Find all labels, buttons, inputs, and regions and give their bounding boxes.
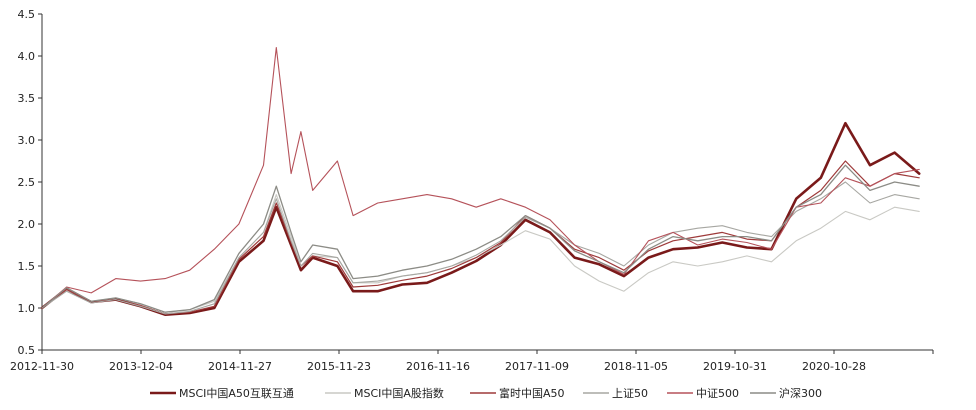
series-line-5 [41, 164, 920, 313]
y-tick-label: 1.5 [18, 260, 36, 273]
x-tick-label: 2020-10-28 [802, 360, 866, 373]
y-tick-label: 3.0 [18, 134, 36, 147]
x-tick-label: 2014-11-27 [208, 360, 272, 373]
x-tick-label: 2015-11-23 [307, 360, 371, 373]
series-lines [40, 47, 921, 316]
legend-label-5: 沪深300 [779, 386, 822, 400]
series-line-3 [41, 181, 920, 315]
y-tick-label: 2.5 [18, 176, 36, 189]
series-line-1 [41, 194, 920, 313]
legend-label-3: 上证50 [612, 387, 648, 400]
x-tick-label: 2019-10-31 [703, 360, 767, 373]
x-tick-label: 2016-11-16 [406, 360, 470, 373]
x-tick-label: 2013-12-04 [109, 360, 173, 373]
x-tick-label: 2012-11-30 [10, 360, 74, 373]
y-tick-label: 2.0 [18, 218, 36, 231]
y-tick-label: 0.5 [18, 344, 36, 357]
legend-label-2: 富时中国A50 [499, 386, 565, 400]
legend-label-1: MSCI中国A股指数 [354, 386, 444, 400]
x-tick-label: 2017-11-09 [505, 360, 569, 373]
x-tick-label: 2018-11-05 [604, 360, 668, 373]
series-line-0 [40, 121, 921, 316]
legend: MSCI中国A50互联互通 MSCI中国A股指数 富时中国A50 上证50 中证500 沪… [150, 386, 822, 400]
y-tick-label: 4.5 [18, 8, 36, 21]
legend-label-4: 中证500 [696, 387, 739, 400]
y-tick-label: 3.5 [18, 92, 36, 105]
legend-label-0: MSCI中国A50互联互通 [179, 387, 294, 400]
axes: 0.5 1.0 1.5 2.0 2.5 3.0 3.5 4.0 4.5 2012-11-30 201… [10, 8, 934, 373]
series-line-4 [41, 47, 920, 309]
y-tick-label: 4.0 [18, 50, 36, 63]
y-tick-label: 1.0 [18, 302, 36, 315]
series-line-2 [41, 160, 920, 315]
